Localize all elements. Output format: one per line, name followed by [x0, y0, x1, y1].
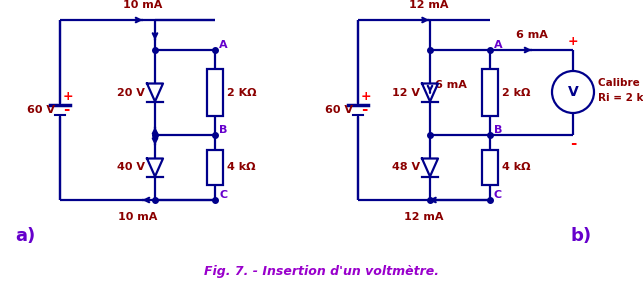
Text: 4 kΩ: 4 kΩ	[502, 162, 530, 172]
Text: A: A	[494, 40, 503, 50]
Text: Fig. 7. - Insertion d'un voltmètre.: Fig. 7. - Insertion d'un voltmètre.	[204, 266, 439, 278]
Text: -: -	[570, 136, 576, 151]
Text: 20 V: 20 V	[117, 87, 145, 97]
Text: a): a)	[15, 227, 35, 245]
Text: +: +	[63, 90, 74, 103]
Text: -: -	[63, 102, 69, 117]
Text: +: +	[568, 35, 578, 48]
Text: 60 V: 60 V	[27, 105, 55, 115]
Text: 10 mA: 10 mA	[123, 0, 162, 10]
Text: 48 V: 48 V	[392, 162, 420, 172]
Text: 60 V: 60 V	[325, 105, 353, 115]
Text: C: C	[219, 190, 227, 200]
Text: B: B	[219, 125, 228, 135]
Text: 40 V: 40 V	[117, 162, 145, 172]
Text: +: +	[361, 90, 372, 103]
Text: 6 mA: 6 mA	[435, 80, 467, 89]
Text: b): b)	[570, 227, 591, 245]
Text: 12 mA: 12 mA	[404, 212, 444, 222]
Text: A: A	[219, 40, 228, 50]
Text: Calibre = 20 V: Calibre = 20 V	[598, 78, 643, 88]
Text: Ri = 2 kΩ: Ri = 2 kΩ	[598, 93, 643, 103]
Text: V: V	[568, 85, 578, 99]
Text: 2 KΩ: 2 KΩ	[227, 87, 257, 97]
Text: 12 V: 12 V	[392, 87, 420, 97]
Text: 12 mA: 12 mA	[409, 0, 449, 10]
Text: 4 kΩ: 4 kΩ	[227, 162, 255, 172]
Bar	[482, 69, 498, 116]
Text: -: -	[361, 102, 367, 117]
Text: B: B	[494, 125, 502, 135]
Text: 2 kΩ: 2 kΩ	[502, 87, 530, 97]
Circle shape	[552, 71, 594, 113]
Text: 10 mA: 10 mA	[118, 212, 157, 222]
Bar	[207, 150, 223, 185]
Bar	[482, 150, 498, 185]
Text: C: C	[494, 190, 502, 200]
Text: 6 mA: 6 mA	[516, 30, 547, 40]
Bar	[207, 69, 223, 116]
